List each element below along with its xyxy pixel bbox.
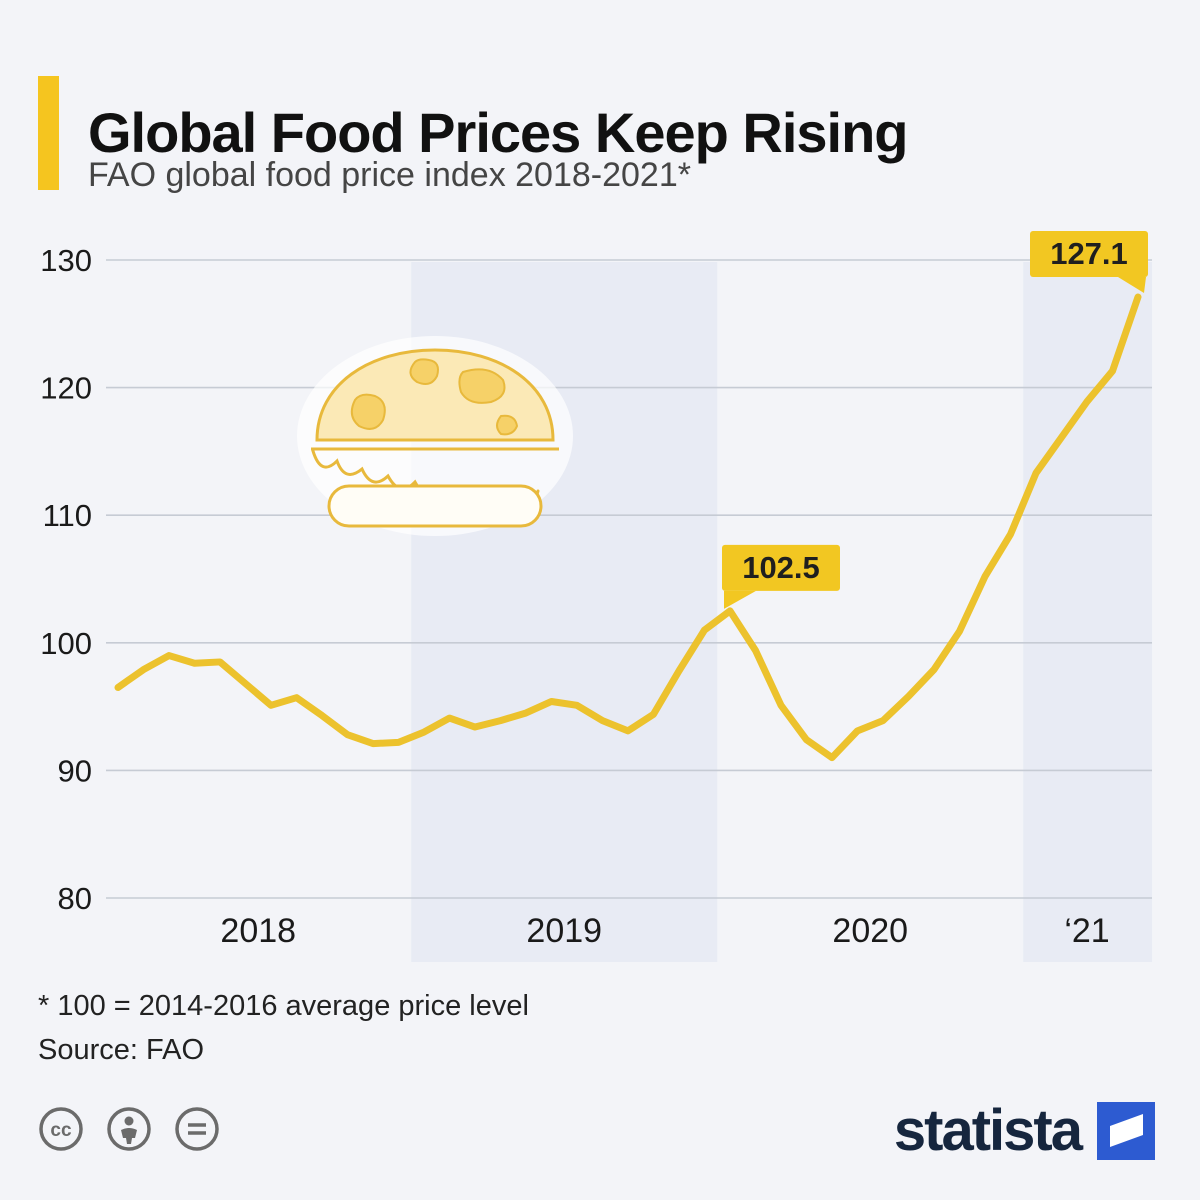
svg-text:130: 130 bbox=[40, 243, 92, 278]
svg-text:127.1: 127.1 bbox=[1050, 236, 1128, 271]
svg-text:cc: cc bbox=[50, 1120, 72, 1141]
license-icons: cc bbox=[38, 1106, 220, 1152]
line-chart: 130 120 110 100 90 80 2018 2019 2020 ‘21 102.5 127.… bbox=[0, 210, 1200, 970]
page-title: Global Food Prices Keep Rising bbox=[88, 100, 909, 164]
svg-text:90: 90 bbox=[58, 753, 92, 788]
footnote: * 100 = 2014-2016 average price level bbox=[38, 990, 529, 1022]
svg-text:120: 120 bbox=[40, 371, 92, 406]
svg-text:100: 100 bbox=[40, 626, 92, 661]
svg-text:2020: 2020 bbox=[832, 912, 908, 950]
cc-license-icon[interactable]: cc bbox=[38, 1106, 84, 1152]
source-label: Source: FAO bbox=[38, 1034, 205, 1066]
globe-burger-icon bbox=[297, 336, 573, 536]
chart-canvas: 130 120 110 100 90 80 2018 2019 2020 ‘21 102.5 127.… bbox=[40, 231, 1153, 962]
title-accent-bar bbox=[38, 76, 59, 190]
page-subtitle: FAO global food price index 2018-2021* bbox=[88, 156, 691, 194]
no-derivatives-icon[interactable] bbox=[174, 1106, 220, 1152]
globe-burger-illustration bbox=[295, 328, 575, 540]
statista-logo-mark bbox=[1097, 1102, 1155, 1160]
svg-text:2018: 2018 bbox=[220, 912, 296, 950]
attribution-icon[interactable] bbox=[106, 1106, 152, 1152]
svg-text:‘21: ‘21 bbox=[1064, 912, 1109, 950]
svg-text:80: 80 bbox=[58, 881, 92, 916]
statista-logo[interactable]: statista bbox=[894, 1102, 1155, 1160]
statista-logo-text: statista bbox=[893, 1098, 1083, 1163]
svg-text:110: 110 bbox=[43, 498, 92, 533]
svg-text:2019: 2019 bbox=[526, 912, 602, 950]
svg-text:102.5: 102.5 bbox=[742, 550, 820, 585]
